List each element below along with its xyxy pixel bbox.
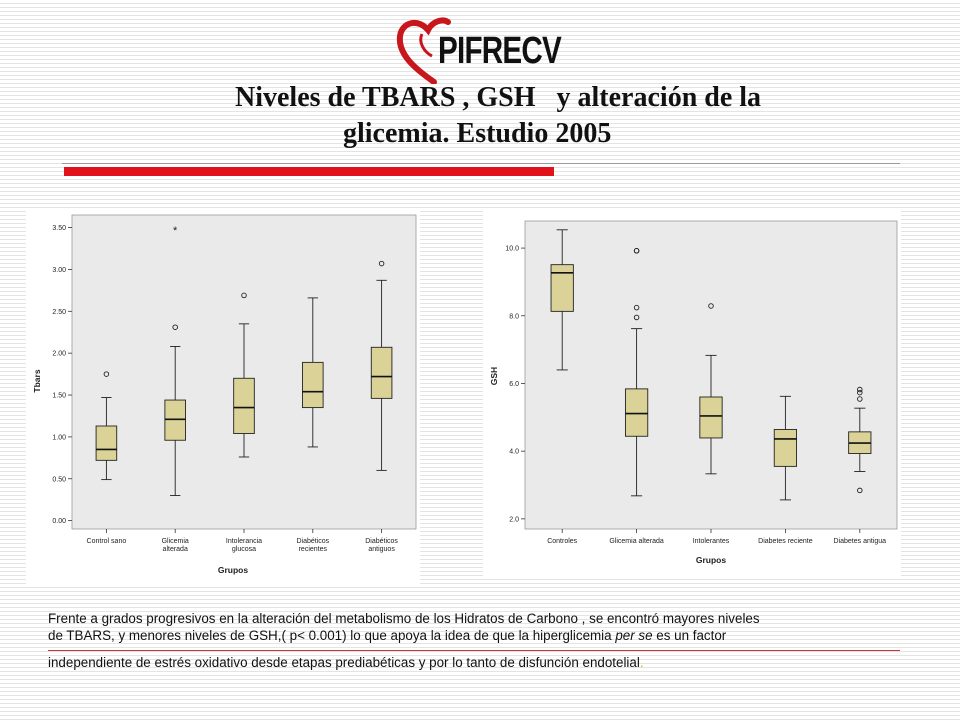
box-iqr: [95, 425, 118, 461]
conclusion-text: Frente a grados progresivos en la altera…: [48, 610, 906, 671]
boxplot-group: [302, 297, 324, 448]
outlier-point: [633, 304, 640, 311]
y-axis-label: GSH: [489, 367, 499, 385]
title-accent-bar: [64, 167, 554, 176]
boxplot-group: [699, 303, 723, 475]
y-tick-label: 3.50: [52, 225, 66, 232]
box-iqr: [233, 377, 255, 434]
x-tick-label: Intolerancia glucosa: [226, 538, 262, 553]
x-axis-label: Grupos: [218, 565, 248, 575]
boxplot-group: [233, 292, 255, 458]
y-tick-label: 2.0: [509, 516, 519, 523]
boxplot-group: [95, 371, 118, 481]
outlier-point: [857, 396, 863, 402]
conclusion-line-3-end: .: [639, 655, 644, 670]
boxplot-group: [773, 395, 798, 501]
y-tick-label: 4.0: [509, 449, 519, 456]
box-iqr: [164, 399, 186, 441]
conclusion-line-3: independiente de estrés oxidativo desde …: [48, 654, 906, 671]
extreme-point: *: [173, 225, 178, 237]
y-tick-label: 8.0: [509, 313, 519, 320]
y-tick-label: 0.00: [52, 518, 66, 525]
boxplot-group: [848, 386, 872, 494]
boxplot-group: [550, 229, 574, 371]
x-tick-label: Glicemia alterada: [609, 538, 664, 545]
box-iqr: [302, 361, 324, 409]
brand-heart-logo-icon: [396, 17, 451, 84]
gsh-boxplot-panel: 2.0 4.0 6.0 8.0 10.0 Controles Glicemia altera…: [483, 211, 901, 576]
conclusion-line-2: de TBARS, y menores niveles de GSH,( p< …: [48, 627, 906, 644]
conclusion-line-3-text: independiente de estrés oxidativo desde …: [48, 655, 640, 670]
x-tick-label: Diabéticos recientes: [296, 538, 329, 553]
outlier-point: [708, 303, 714, 309]
box-iqr: [550, 264, 574, 312]
box-iqr: [773, 429, 798, 467]
x-tick-label: Intolerantes: [693, 538, 730, 545]
outlier-point: [633, 248, 640, 254]
conclusion-line-2-a: de TBARS, y menores niveles de GSH,( p< …: [48, 628, 616, 643]
outlier-point: [172, 324, 178, 330]
x-tick-label: Diabetes antigua: [834, 538, 887, 545]
y-tick-label: 1.00: [52, 434, 66, 441]
tbars-boxplot-panel: 0.00 0.50 1.00 1.50 2.00 2.50 3.00 3.50 Control …: [26, 211, 420, 587]
title-divider: [62, 163, 900, 164]
x-tick-label: Diabéticos antiguos: [365, 538, 398, 553]
title-line-2: glicemia. Estudio 2005: [343, 118, 612, 149]
y-axis-label: Tbars: [32, 369, 42, 392]
conclusion-line-2-b: es un factor: [652, 628, 727, 643]
conclusion-line-1: Frente a grados progresivos en la altera…: [48, 611, 760, 626]
y-tick-label: 2.00: [52, 351, 66, 358]
conclusion-divider: [48, 650, 900, 651]
outlier-point: [378, 260, 385, 267]
outlier-point: [241, 292, 247, 299]
y-tick-label: 6.0: [509, 381, 519, 388]
x-tick-label: Glicemia alterada: [162, 538, 189, 553]
gsh-boxplot-chart: 2.0 4.0 6.0 8.0 10.0 Controles Glicemia altera…: [489, 220, 898, 565]
tbars-boxplot-chart: 0.00 0.50 1.00 1.50 2.00 2.50 3.00 3.50 Control …: [32, 214, 417, 575]
box-iqr: [624, 388, 649, 437]
x-tick-label: Controles: [547, 538, 577, 545]
box-iqr: [699, 396, 723, 439]
boxplot-group: *: [164, 225, 186, 496]
conclusion-line-2-italic: per se: [615, 628, 653, 643]
x-tick-label: Control sano: [87, 538, 127, 545]
brand-name: PIFRECV: [438, 30, 562, 72]
outlier-point: [103, 371, 110, 377]
y-tick-label: 2.50: [52, 309, 66, 316]
y-tick-label: 0.50: [52, 476, 66, 483]
title-line-1: Niveles de TBARS , GSH y alteración de l…: [235, 82, 762, 113]
outlier-point: [857, 386, 863, 393]
page-title: Niveles de TBARS , GSH y alteración de l…: [60, 80, 900, 152]
x-axis-label: Grupos: [696, 555, 726, 565]
outlier-point: [857, 389, 863, 396]
outlier-point: [857, 487, 863, 494]
box-iqr: [370, 346, 393, 399]
outlier-point: [633, 314, 640, 321]
y-tick-label: 10.0: [505, 246, 519, 253]
y-tick-label: 1.50: [52, 393, 66, 400]
boxplot-group: [370, 260, 393, 471]
boxplot-group: [624, 248, 649, 497]
y-tick-label: 3.00: [52, 267, 66, 274]
x-tick-label: Diabetes reciente: [758, 538, 813, 545]
